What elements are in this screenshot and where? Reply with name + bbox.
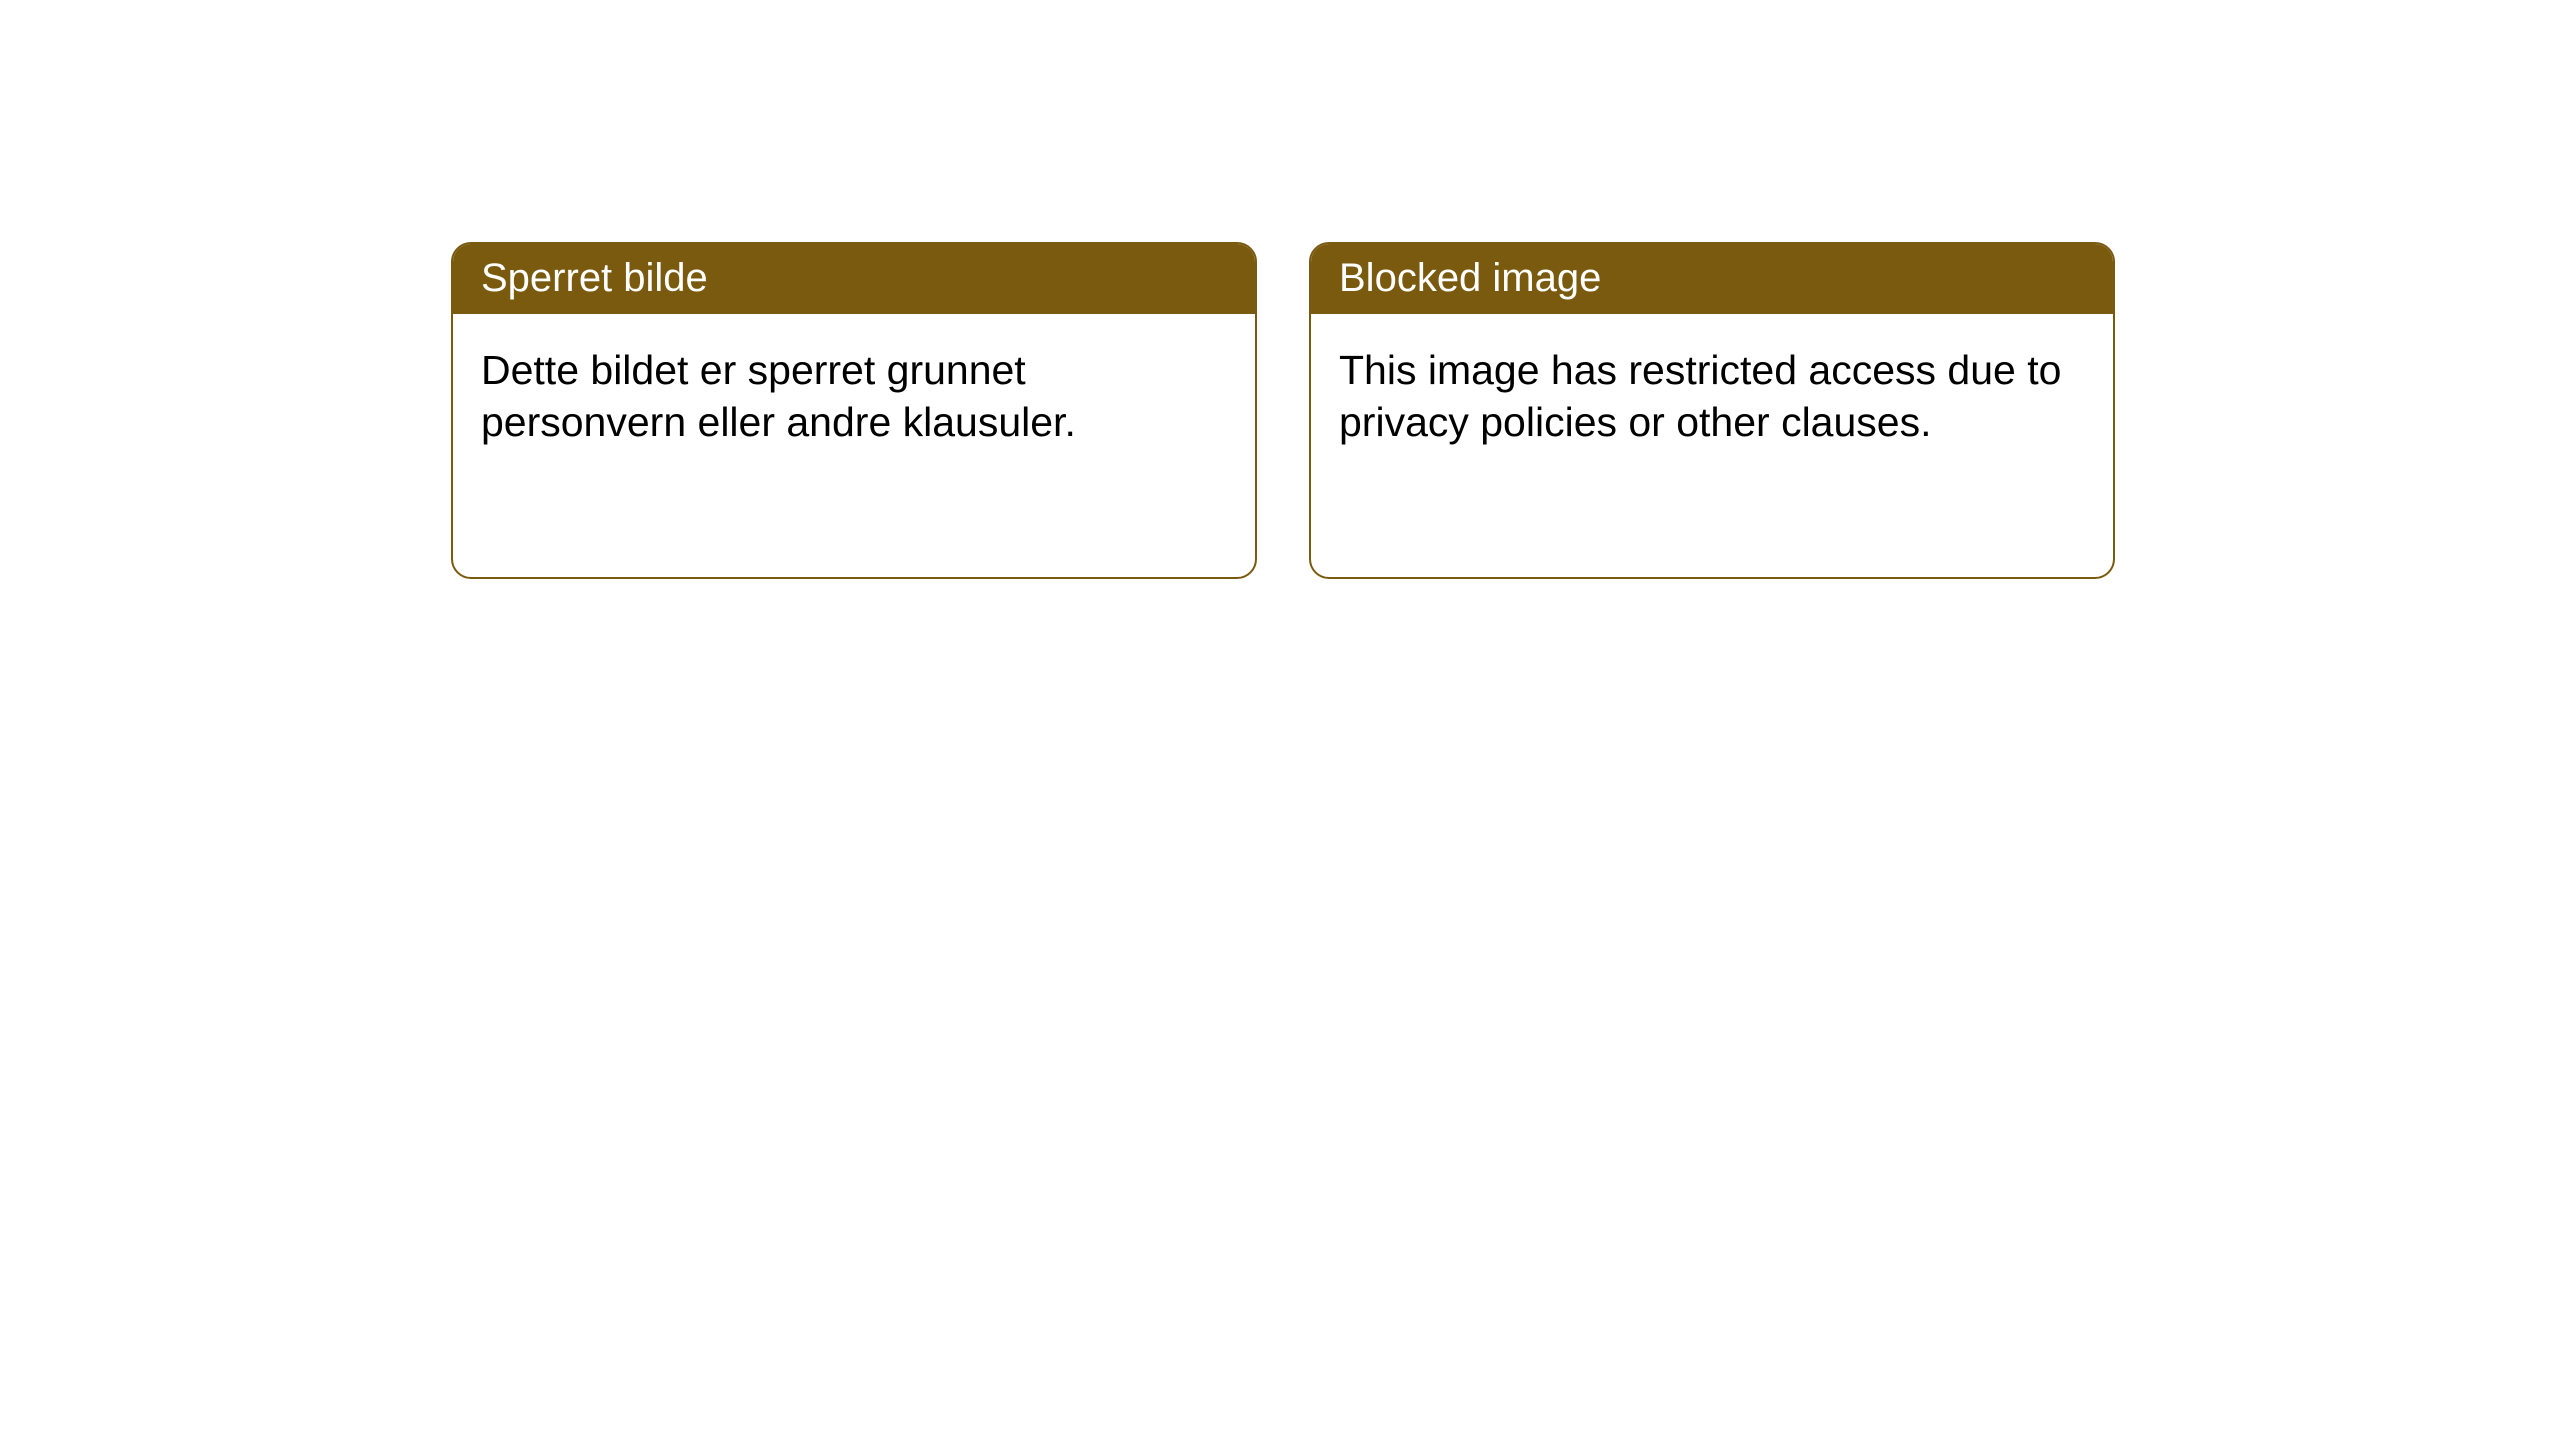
notice-container: Sperret bilde Dette bildet er sperret gr… bbox=[451, 242, 2115, 579]
notice-body: This image has restricted access due to … bbox=[1311, 314, 2113, 479]
notice-header-text: Blocked image bbox=[1339, 256, 1601, 300]
notice-body-text: Dette bildet er sperret grunnet personve… bbox=[481, 347, 1076, 445]
notice-header-text: Sperret bilde bbox=[481, 256, 708, 300]
notice-header: Sperret bilde bbox=[453, 244, 1255, 314]
notice-body-text: This image has restricted access due to … bbox=[1339, 347, 2061, 445]
notice-body: Dette bildet er sperret grunnet personve… bbox=[453, 314, 1255, 479]
notice-card-english: Blocked image This image has restricted … bbox=[1309, 242, 2115, 579]
notice-header: Blocked image bbox=[1311, 244, 2113, 314]
notice-card-norwegian: Sperret bilde Dette bildet er sperret gr… bbox=[451, 242, 1257, 579]
